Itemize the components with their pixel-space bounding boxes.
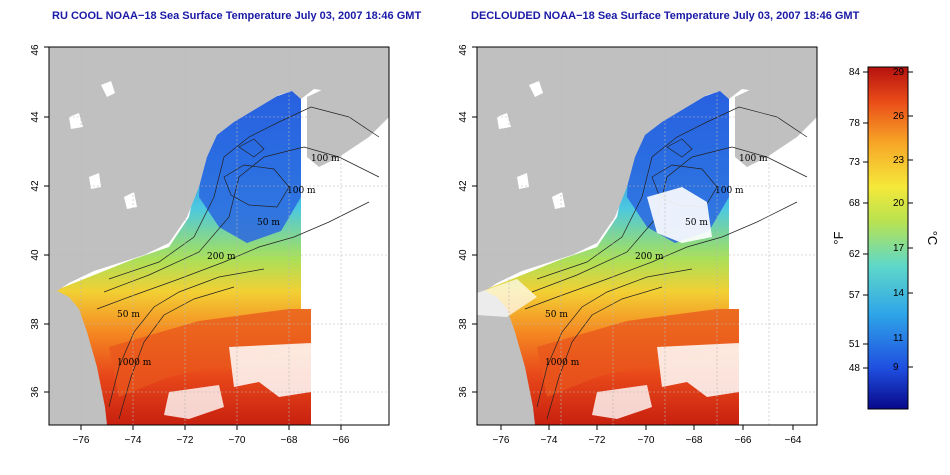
right-y-tick-2: 40 <box>458 249 469 261</box>
left-y-tick-2: 40 <box>30 249 41 261</box>
left-contour-label-200m: 200 m <box>207 252 236 262</box>
colorbar-f-tick-7: 48 <box>849 363 861 374</box>
right-x-tick-6: −64 <box>785 435 802 446</box>
colorbar-c-tick-1: 26 <box>893 111 905 122</box>
right-y-tick-3: 42 <box>458 180 469 192</box>
left-contour-label-50m-b: 50 m <box>117 310 140 320</box>
colorbar-f-tick-6: 51 <box>849 339 861 350</box>
left-x-tick-3: −70 <box>229 435 246 446</box>
right-contour-label-50m-b: 50 m <box>545 310 568 320</box>
right-grid <box>477 47 817 425</box>
colorbar-f-tick-3: 68 <box>849 198 861 209</box>
left-contour-label-1000m: 1000 m <box>117 358 152 368</box>
colorbar-c-tick-2: 23 <box>893 155 905 166</box>
left-plot-frame <box>48 46 390 426</box>
left-x-axis: −76 −74 −72 −70 −68 −66 <box>73 425 350 446</box>
left-contour-label-50m-a: 50 m <box>257 218 280 228</box>
right-contour-label-50m-a: 50 m <box>685 218 708 228</box>
left-x-tick-1: −74 <box>125 435 142 446</box>
left-grid <box>49 47 389 425</box>
colorbar-fahrenheit-label: °F <box>831 231 846 244</box>
right-x-tick-5: −66 <box>735 435 752 446</box>
left-x-tick-2: −72 <box>177 435 194 446</box>
left-x-tick-0: −76 <box>73 435 90 446</box>
right-panel-title: DECLOUDED NOAA−18 Sea Surface Temperatur… <box>471 10 860 22</box>
left-y-tick-5: 46 <box>30 44 41 56</box>
left-contour-label-100m-a: 100 m <box>311 154 340 164</box>
left-x-tick-5: −66 <box>333 435 350 446</box>
colorbar-f-tick-2: 73 <box>849 157 861 168</box>
right-map-panel: 100 m 100 m 50 m 200 m 50 m 1000 m <box>476 46 818 426</box>
colorbar-c-tick-5: 14 <box>893 288 905 299</box>
colorbar-scale <box>867 66 909 410</box>
left-x-tick-4: −68 <box>281 435 298 446</box>
left-y-tick-1: 38 <box>30 318 41 330</box>
right-x-tick-3: −70 <box>638 435 655 446</box>
colorbar-f-tick-0: 84 <box>849 67 861 78</box>
left-map-panel: 100 m 100 m 50 m 200 m 50 m 1000 m <box>48 46 390 426</box>
right-y-tick-0: 36 <box>458 386 469 398</box>
left-contour-label-100m-b: 100 m <box>287 186 316 196</box>
left-y-axis: 36 38 40 42 44 46 <box>30 44 49 398</box>
right-x-tick-2: −72 <box>589 435 606 446</box>
colorbar-f-tick-4: 62 <box>849 249 861 260</box>
right-y-tick-5: 46 <box>458 44 469 56</box>
colorbar-c-tick-3: 20 <box>893 198 905 209</box>
right-contour-label-1000m: 1000 m <box>545 358 580 368</box>
colorbar-f-tick-1: 78 <box>849 118 861 129</box>
right-contour-label-100m-a: 100 m <box>739 154 768 164</box>
right-x-tick-1: −74 <box>541 435 558 446</box>
right-x-tick-0: −76 <box>493 435 510 446</box>
colorbar-c-tick-0: 29 <box>893 67 905 78</box>
right-y-tick-4: 44 <box>458 111 469 123</box>
right-plot-frame <box>476 46 818 426</box>
right-x-axis: −76 −74 −72 −70 −68 −66 −64 <box>493 425 802 446</box>
colorbar: 84 78 73 68 62 57 51 48 29 26 23 20 17 1… <box>831 66 940 410</box>
right-y-tick-1: 38 <box>458 318 469 330</box>
left-y-tick-0: 36 <box>30 386 41 398</box>
left-y-tick-3: 42 <box>30 180 41 192</box>
colorbar-c-tick-7: 9 <box>893 362 899 373</box>
colorbar-f-tick-5: 57 <box>849 290 861 301</box>
colorbar-c-tick-4: 17 <box>893 243 905 254</box>
left-y-tick-4: 44 <box>30 111 41 123</box>
right-contour-label-200m: 200 m <box>635 252 664 262</box>
right-y-axis: 36 38 40 42 44 46 <box>458 44 477 398</box>
colorbar-c-tick-6: 11 <box>893 333 904 344</box>
left-panel-title: RU COOL NOAA−18 Sea Surface Temperature … <box>52 10 422 22</box>
colorbar-celsius-label: °C <box>925 231 940 246</box>
right-x-tick-4: −68 <box>686 435 703 446</box>
right-contour-label-100m-b: 100 m <box>715 186 744 196</box>
